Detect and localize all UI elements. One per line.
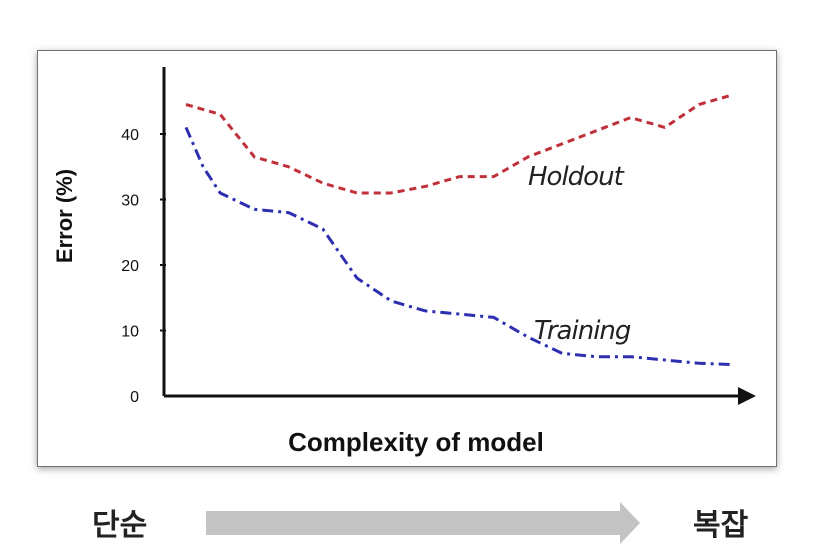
chart-canvas: 0 10 20 30 40 Error (%) Complexity of model Hol… [52,67,756,457]
simple-label: 단순 [92,508,148,543]
chart-frame: 0 10 20 30 40 Error (%) Complexity of model Hol… [37,50,777,467]
series-line-holdout [185,93,734,195]
x-axis-label: Complexity of model [288,427,544,457]
y-axis-label: Error (%) [52,169,77,263]
series-label-holdout: Holdout [528,162,625,192]
x-axis-arrowhead [738,387,756,405]
complexity-arrow-shape [206,502,640,544]
y-tick-label: 40 [121,127,139,144]
y-tick-label: 10 [121,324,139,341]
complex-label: 복잡 [693,508,749,543]
series-label-training: Training [534,316,631,346]
y-tick-label: 20 [121,258,139,275]
y-tick-label: 0 [130,389,139,406]
y-tick-label: 30 [121,193,139,210]
series-line-training [184,126,734,367]
